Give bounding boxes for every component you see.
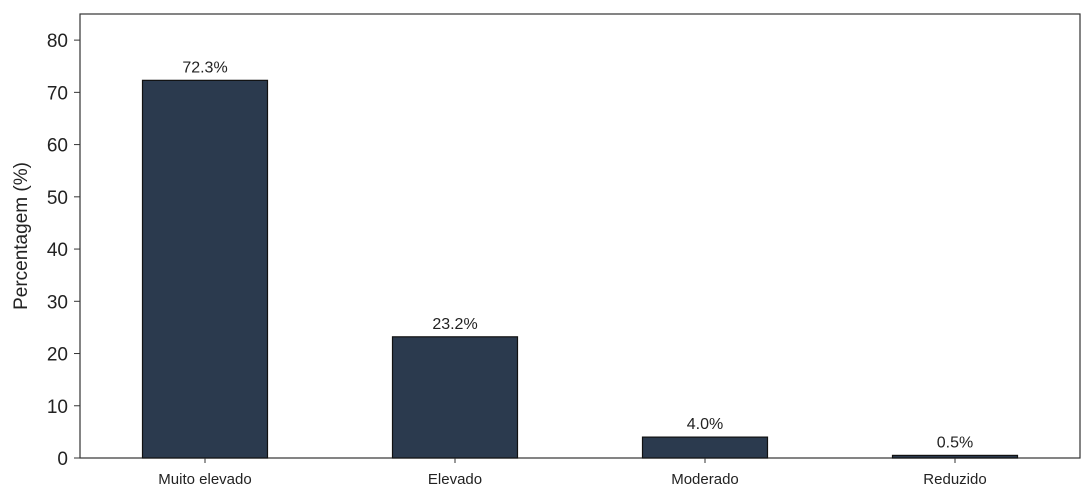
x-axis: Muito elevado Elevado Moderado Reduzido [158,458,987,488]
bar [641,436,769,459]
y-tick-label: 0 [57,449,68,470]
x-tick-label: Elevado [428,471,482,488]
bar-value-label: 0.5% [937,434,973,451]
bar-value-label: 72.3% [182,59,227,76]
bar-value-label: 4.0% [687,416,723,433]
y-axis-title: Percentagem (%) [11,162,32,310]
data-labels: 72.3% 23.2% 4.0% 0.5% [182,59,973,451]
bar [141,79,269,459]
y-tick-label: 80 [47,31,68,52]
bar [391,336,519,459]
y-tick-label: 20 [47,345,68,366]
x-tick-label: Muito elevado [158,471,251,488]
x-tick-label: Reduzido [923,471,986,488]
plot-area-border [79,13,1081,459]
y-tick-label: 10 [47,397,68,418]
y-tick-label: 60 [47,136,68,157]
bars [141,79,1019,459]
y-tick-label: 40 [47,240,68,261]
plot-frame [79,13,1081,459]
x-tick-label: Moderado [671,471,739,488]
y-tick-label: 30 [47,292,68,313]
y-tick-label: 70 [47,83,68,104]
y-tick-label: 50 [47,188,68,209]
y-axis: 0 10 20 30 40 50 60 70 80 [47,31,80,470]
bar-value-label: 23.2% [432,316,477,333]
bar [891,454,1019,459]
